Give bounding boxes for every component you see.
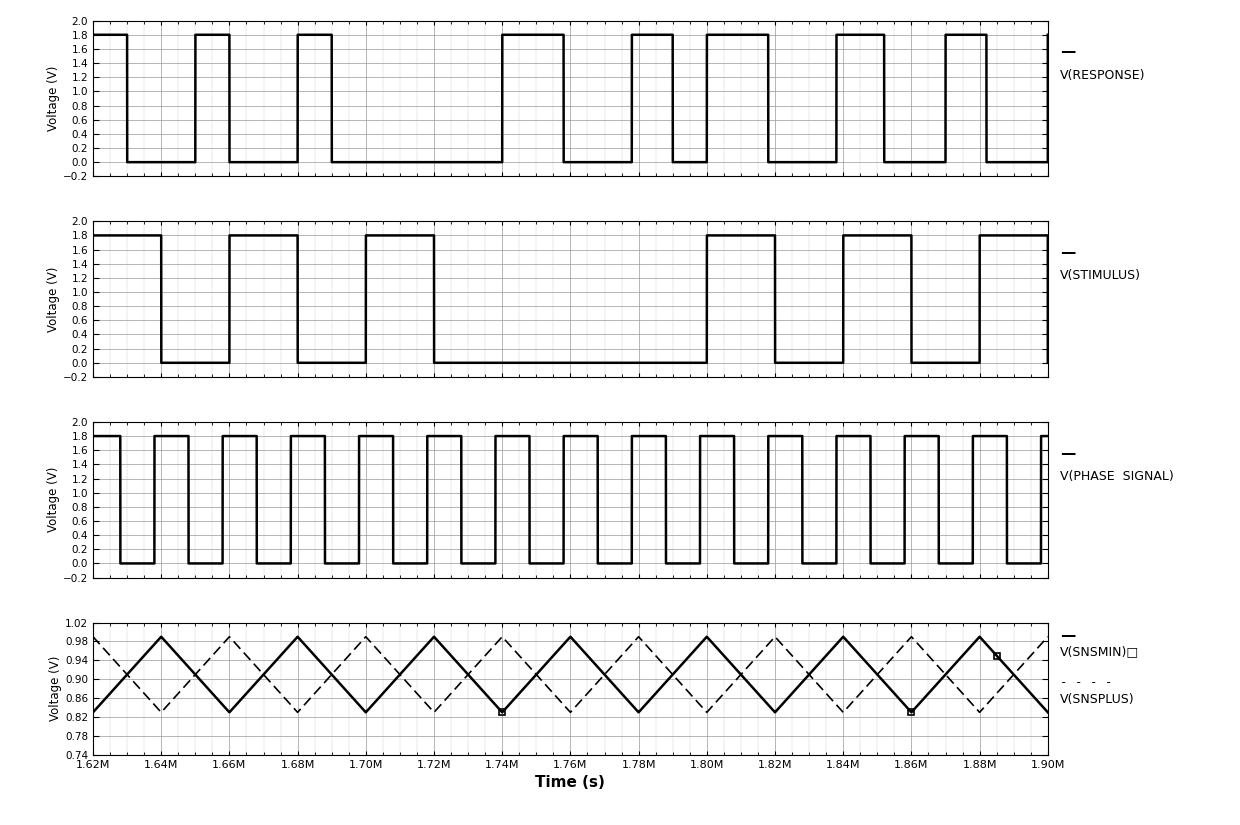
Text: V(SNSMIN)□: V(SNSMIN)□ [1060,645,1140,658]
Text: —: — [1060,45,1075,59]
Text: —: — [1060,245,1075,260]
X-axis label: Time (s): Time (s) [536,776,605,790]
Text: - - - -: - - - - [1060,676,1112,689]
Text: —: — [1060,446,1075,460]
Text: V(RESPONSE): V(RESPONSE) [1060,68,1146,82]
Y-axis label: Voltage (V): Voltage (V) [50,656,62,721]
Y-axis label: Voltage (V): Voltage (V) [47,266,60,332]
Text: —: — [1060,629,1075,644]
Y-axis label: Voltage (V): Voltage (V) [47,467,60,532]
Text: V(STIMULUS): V(STIMULUS) [1060,269,1141,282]
Y-axis label: Voltage (V): Voltage (V) [47,66,60,131]
Text: V(SNSPLUS): V(SNSPLUS) [1060,693,1135,706]
Text: V(PHASE  SIGNAL): V(PHASE SIGNAL) [1060,470,1174,483]
